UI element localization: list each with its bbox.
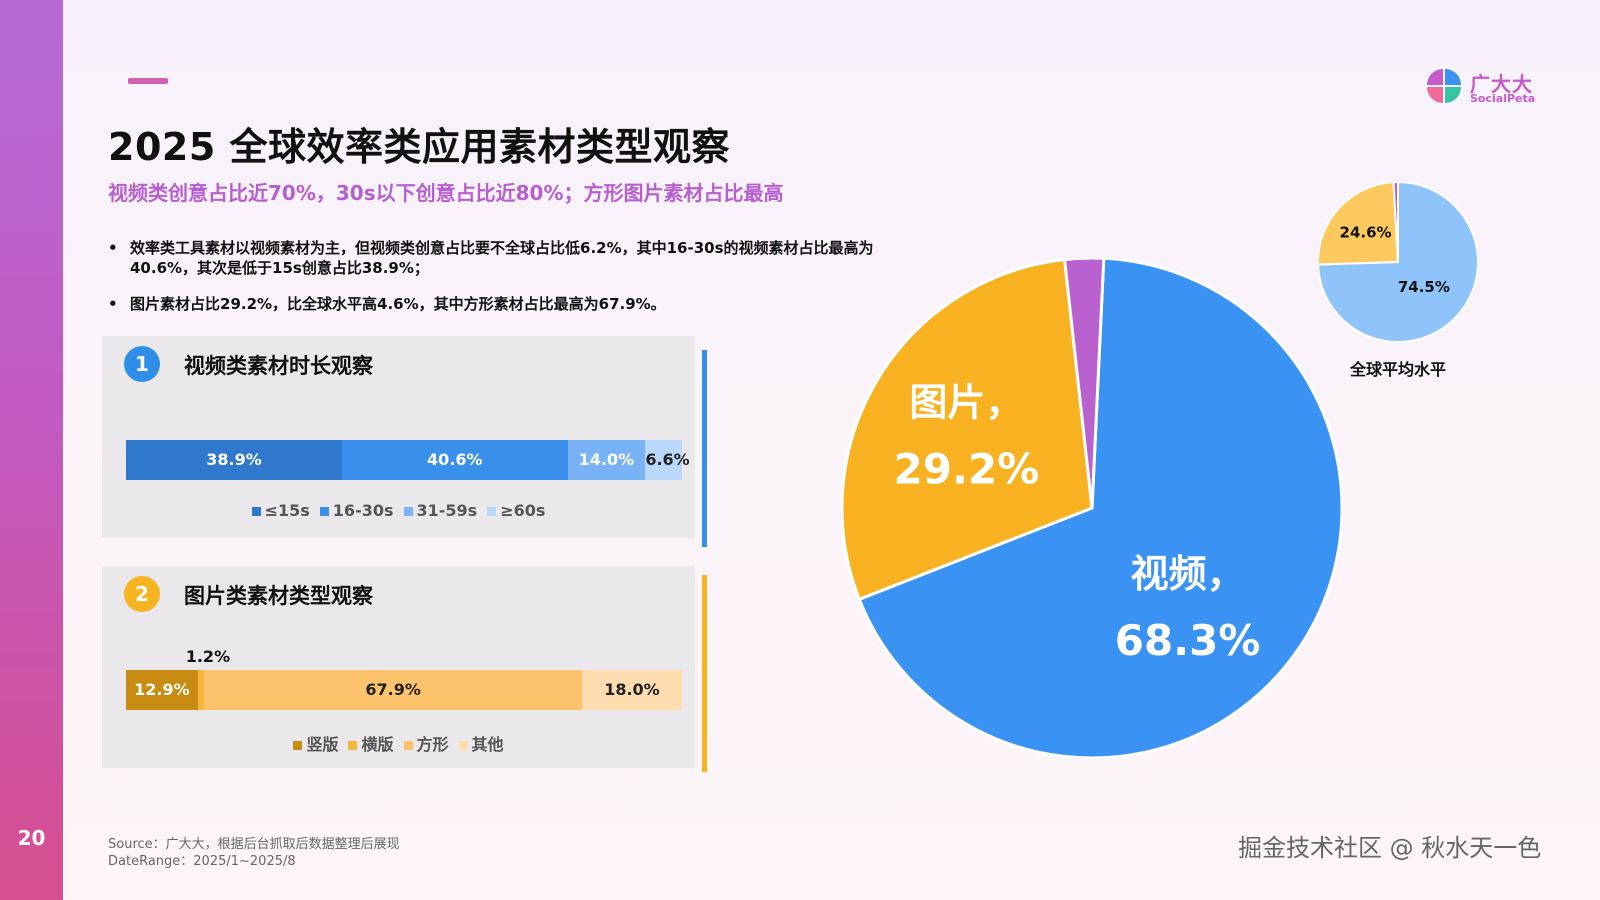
page-number: 20	[17, 826, 46, 850]
bullet-item: 图片素材占比29.2%，比全球水平高4.6%，其中方形素材占比最高为67.9%。	[108, 294, 908, 314]
legend-swatch	[319, 507, 329, 516]
legend-label: 16-30s	[332, 501, 394, 520]
legend-item: 竖版	[293, 731, 338, 755]
bar-segment	[197, 670, 205, 710]
source-line: Source：广大大，根据后台抓取后数据整理后展现	[108, 837, 400, 852]
legend-item: 16-30s	[319, 501, 394, 520]
legend-label: 其他	[471, 735, 504, 754]
pie-slice-value-label: 29.2%	[894, 445, 1040, 494]
legend-swatch	[487, 507, 497, 516]
bar-segment: 38.9%	[126, 440, 343, 480]
page-title: 2025 全球效率类应用素材类型观察	[108, 125, 730, 169]
bar-segment: 14.0%	[567, 440, 646, 480]
legend-swatch	[293, 741, 303, 750]
bullet-item: 效率类工具素材以视频素材为主，但视频类创意占比要不全球占比低6.2%，其中16-…	[108, 238, 908, 278]
date-range-line: DateRange：2025/1~2025/8	[108, 854, 296, 869]
legend-item: ≤15s	[251, 501, 310, 520]
legend-swatch	[403, 741, 413, 750]
creative-type-pie: 视频， 68.3% 图片， 29.2%	[842, 258, 1342, 758]
legend-label: 横版	[361, 735, 394, 754]
legend-label: 方形	[416, 735, 449, 754]
bar-segment: 67.9%	[204, 670, 582, 710]
logo-text-en: SocialPeta	[1470, 92, 1536, 105]
pie-slice-value-label: 68.3%	[1115, 616, 1261, 665]
logo-icon	[1427, 69, 1461, 103]
panel-title: 图片类素材类型观察	[184, 584, 373, 608]
pie-slice	[842, 258, 1094, 602]
page-subtitle: 视频类创意占比近70%，30s以下创意占比近80%；方形图片素材占比最高	[108, 181, 784, 205]
watermark: 掘金技术社区 @ 秋水天一色	[1238, 834, 1542, 862]
bar-segment: 40.6%	[342, 440, 568, 480]
panel-title: 视频类素材时长观察	[184, 354, 373, 378]
pie-slice	[1392, 182, 1399, 263]
legend-swatch	[251, 507, 261, 516]
pie-slice-name-label: 视频，	[1131, 552, 1245, 596]
video-duration-panel: 1 视频类素材时长观察 38.9% 40.6% 14.0% 6.6% ≤15s 16-3…	[102, 336, 695, 538]
panel-divider-blue	[702, 350, 707, 547]
panel-number-badge: 1	[124, 346, 160, 382]
segment-label-small: 1.2%	[185, 647, 231, 666]
legend-item: 横版	[348, 731, 394, 755]
panel-divider-yellow	[702, 575, 707, 772]
global-average-caption: 全球平均水平	[1349, 360, 1446, 379]
pie-slice	[1062, 258, 1106, 509]
pie-slice-name-label: 图片，	[909, 381, 1023, 425]
pie-slice-value-label: 74.5%	[1398, 278, 1450, 296]
legend-item: 方形	[403, 731, 449, 755]
global-average-pie: 74.5% 24.6%	[1318, 182, 1478, 342]
bar-segment: 12.9%	[126, 670, 198, 710]
image-type-panel: 2 图片类素材类型观察 1.2% 12.9% 67.9% 18.0% 竖版 横版 方形 其…	[102, 566, 695, 768]
pie-slice-value-label: 24.6%	[1340, 223, 1392, 241]
legend-item: 31-59s	[403, 501, 478, 520]
image-type-legend: 竖版 横版 方形 其他	[102, 731, 695, 755]
side-band	[0, 0, 63, 900]
source-note: Source：广大大，根据后台抓取后数据整理后展现 DateRange：2025…	[108, 836, 400, 870]
legend-item: 其他	[458, 731, 504, 755]
pie-slice	[857, 258, 1342, 758]
legend-swatch	[403, 507, 413, 516]
legend-label: 31-59s	[416, 501, 478, 520]
brand-logo: 广大大 SocialPeta	[1426, 68, 1546, 108]
panel-number-badge: 2	[124, 576, 160, 612]
legend-label: 竖版	[306, 735, 339, 754]
title-accent	[128, 78, 168, 84]
legend-swatch	[348, 741, 358, 750]
logo-text-cn: 广大大	[1470, 72, 1533, 96]
video-duration-stacked-bar: 38.9% 40.6% 14.0% 6.6%	[126, 440, 690, 480]
summary-bullets: 效率类工具素材以视频素材为主，但视频类创意占比要不全球占比低6.2%，其中16-…	[108, 238, 908, 330]
legend-label: ≤15s	[264, 501, 310, 520]
legend-label: ≥60s	[500, 501, 546, 520]
legend-item: ≥60s	[487, 501, 545, 520]
bar-segment: 6.6%	[645, 440, 690, 480]
bar-segment: 18.0%	[581, 670, 682, 710]
pie-slice	[1318, 182, 1400, 266]
legend-swatch	[458, 741, 468, 750]
image-type-stacked-bar: 12.9% 67.9% 18.0%	[126, 670, 682, 710]
video-duration-legend: ≤15s 16-30s 31-59s ≥60s	[102, 501, 695, 520]
